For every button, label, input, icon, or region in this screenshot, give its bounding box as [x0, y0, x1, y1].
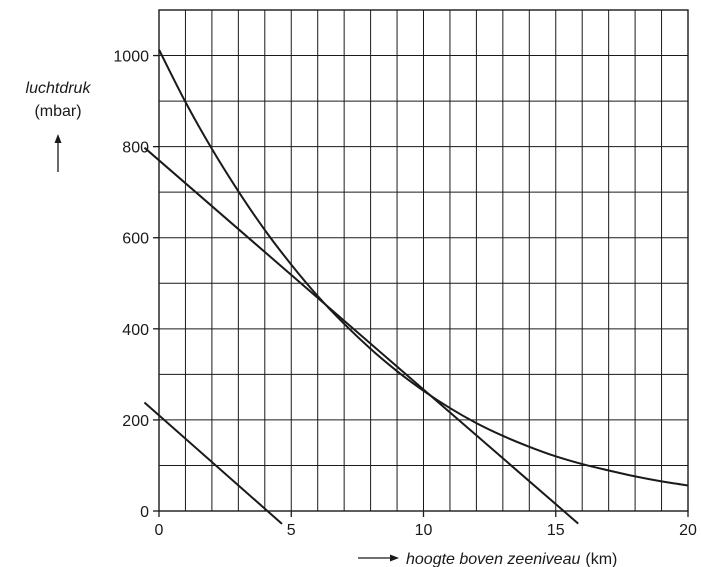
- y-axis-label: luchtdruk: [26, 80, 92, 97]
- x-tick-label: 15: [547, 522, 565, 539]
- x-tick-label: 20: [679, 522, 697, 539]
- y-tick-label: 600: [122, 231, 149, 248]
- y-tick-label: 200: [122, 413, 149, 430]
- straight-line: [143, 146, 579, 525]
- y-axis-arrow: [54, 134, 62, 172]
- x-axis-unit: (km): [585, 551, 617, 567]
- y-tick-label: 400: [122, 322, 149, 339]
- straight-line: [143, 401, 283, 525]
- y-tick-label: 1000: [113, 49, 149, 66]
- x-tick-label: 0: [155, 522, 164, 539]
- y-tick-label: 0: [140, 504, 149, 521]
- x-tick-label: 10: [415, 522, 433, 539]
- x-axis-label-text: hoogte boven zeeniveau: [406, 551, 580, 567]
- grid: [158, 9, 689, 512]
- y-tick-label: 800: [122, 140, 149, 157]
- series-layer: [143, 49, 689, 525]
- axes: [153, 9, 689, 517]
- x-axis-arrow: [358, 554, 399, 562]
- y-axis-unit: (mbar): [34, 103, 81, 120]
- x-axis-label: hoogte boven zeeniveau (km): [406, 551, 617, 567]
- x-tick-label: 5: [287, 522, 296, 539]
